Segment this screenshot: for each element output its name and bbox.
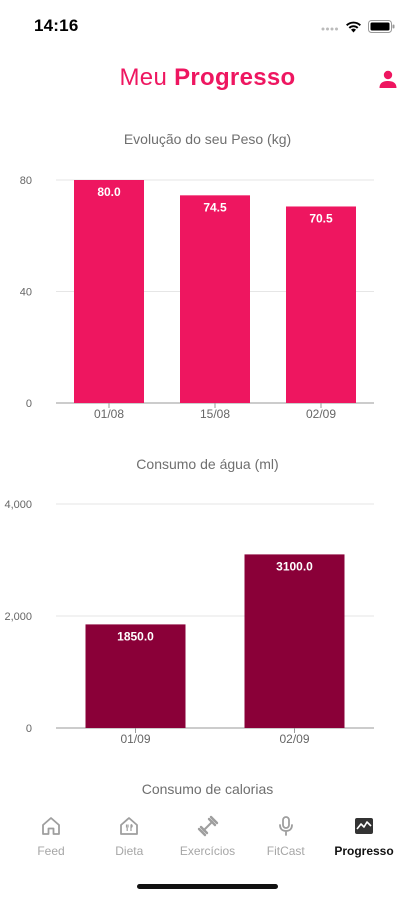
weight-chart-title: Evolução do seu Peso (kg) bbox=[123, 131, 292, 147]
water-bar bbox=[85, 624, 186, 728]
status-icons bbox=[321, 18, 395, 34]
weight-x-tick-label: 01/08 bbox=[94, 407, 124, 421]
nav-item-progresso[interactable]: Progresso bbox=[325, 806, 403, 864]
weight-bar-value-label: 80.0 bbox=[97, 185, 121, 199]
weight-x-tick-label: 02/09 bbox=[306, 407, 336, 421]
nav-item-feed[interactable]: Feed bbox=[12, 806, 90, 864]
water-y-tick-label: 0 bbox=[26, 723, 32, 735]
status-bar: 14:16 bbox=[0, 0, 415, 50]
diet-icon bbox=[117, 814, 141, 838]
weight-x-tick-label: 15/08 bbox=[200, 407, 230, 421]
nav-label: Feed bbox=[37, 844, 65, 858]
exercise-icon bbox=[196, 814, 220, 838]
header: Meu Progresso bbox=[0, 62, 415, 98]
water-bar bbox=[244, 554, 345, 728]
home-icon bbox=[39, 814, 63, 838]
weight-y-tick-label: 40 bbox=[20, 287, 32, 299]
nav-label: Progresso bbox=[334, 844, 394, 858]
bottom-nav: Feed Dieta Exercícios FitCast Progresso bbox=[0, 806, 415, 864]
calories-chart-title: Consumo de calorias bbox=[141, 781, 274, 797]
weight-bar-value-label: 74.5 bbox=[203, 200, 227, 214]
nav-label: Exercícios bbox=[179, 844, 236, 858]
nav-label: FitCast bbox=[266, 844, 305, 858]
water-chart: 4,000 2,000 0 1850.0 01/09 3100.0 02/09 bbox=[4, 499, 374, 746]
water-y-tick-label: 4,000 bbox=[4, 499, 32, 511]
nav-item-exercicios[interactable]: Exercícios bbox=[169, 806, 247, 864]
weight-y-tick-label: 80 bbox=[20, 175, 32, 187]
water-y-tick-label: 2,000 bbox=[4, 611, 32, 623]
home-indicator bbox=[137, 884, 278, 889]
weight-y-tick-label: 0 bbox=[26, 398, 32, 410]
water-bar-value-label: 1850.0 bbox=[117, 629, 154, 643]
user-icon bbox=[379, 70, 397, 88]
weight-bar-value-label: 70.5 bbox=[309, 211, 333, 225]
weight-bar bbox=[180, 195, 250, 403]
nav-item-fitcast[interactable]: FitCast bbox=[247, 806, 325, 864]
microphone-icon bbox=[274, 814, 298, 838]
water-chart-title: Consumo de água (ml) bbox=[136, 456, 279, 472]
wifi-icon bbox=[346, 21, 361, 32]
nav-label: Dieta bbox=[115, 844, 144, 858]
signal-icon bbox=[321, 27, 338, 31]
weight-bar bbox=[74, 180, 144, 403]
weight-bar bbox=[286, 206, 356, 403]
water-bar-value-label: 3100.0 bbox=[276, 559, 313, 573]
battery-icon bbox=[368, 19, 395, 33]
weight-chart: 80 40 0 80.0 01/08 74.5 15/08 70.5 02/09 bbox=[20, 175, 374, 421]
water-x-tick-label: 02/09 bbox=[279, 732, 309, 746]
page-title: Meu Progresso bbox=[119, 64, 296, 91]
nav-item-dieta[interactable]: Dieta bbox=[90, 806, 168, 864]
progress-chart-icon bbox=[352, 814, 376, 838]
water-x-tick-label: 01/09 bbox=[120, 732, 150, 746]
profile-button[interactable] bbox=[377, 68, 399, 90]
status-time: 14:16 bbox=[34, 16, 79, 35]
